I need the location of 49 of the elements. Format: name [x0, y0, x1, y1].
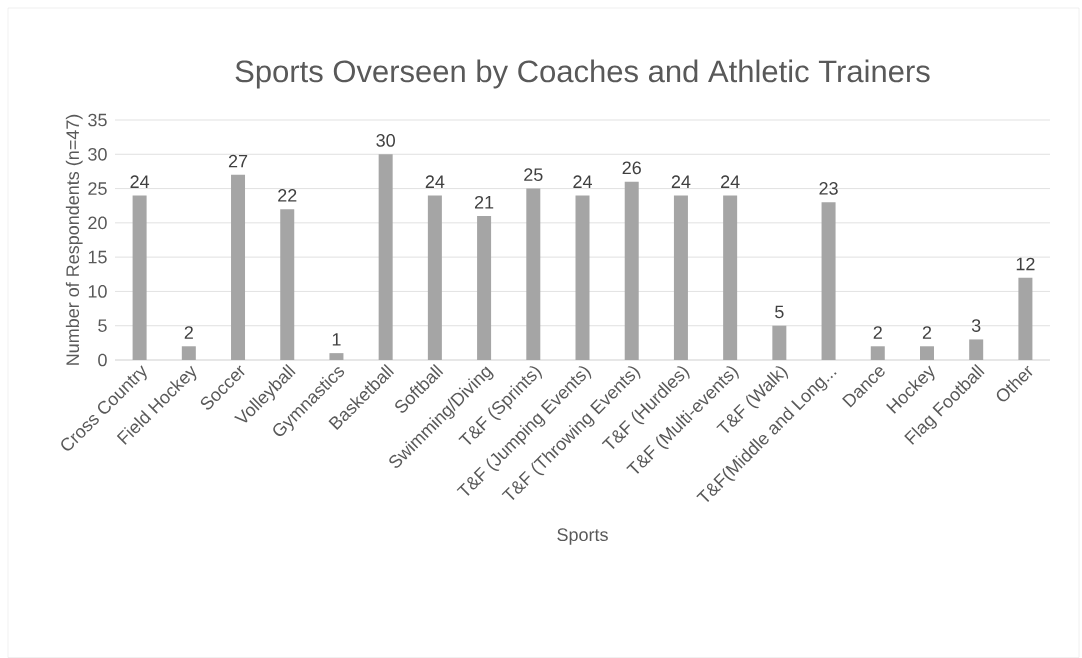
data-label: 26	[622, 161, 641, 175]
data-label: 30	[376, 134, 395, 147]
bar	[919, 346, 934, 360]
bar	[772, 325, 787, 360]
data-label: 27	[228, 154, 248, 168]
data-label: 12	[1016, 257, 1035, 271]
y-tick-label: 15	[88, 250, 107, 264]
data-label: 2	[873, 326, 882, 339]
data-label: 2	[184, 326, 193, 339]
y-tick-label: 0	[98, 353, 107, 367]
y-tick-label: 5	[98, 319, 107, 332]
y-tick-label: 35	[88, 113, 107, 127]
data-label: 5	[775, 305, 784, 319]
data-label: 24	[671, 175, 691, 188]
y-tick-label: 10	[88, 285, 107, 298]
bar	[624, 181, 639, 360]
bar	[427, 195, 442, 360]
bar	[526, 188, 541, 360]
y-tick-label: 25	[88, 182, 107, 195]
bar	[181, 346, 196, 360]
data-label: 2	[922, 326, 932, 339]
chart-title: Sports Overseen by Coaches and Athletic Trainers	[235, 59, 930, 89]
data-label: 24	[130, 175, 150, 188]
bar	[477, 216, 492, 360]
y-axis-title: Number of Respondents (n=47)	[65, 114, 83, 365]
data-label: 25	[524, 168, 543, 182]
bar	[575, 195, 590, 360]
bar	[1018, 277, 1033, 360]
data-label: 23	[819, 182, 838, 195]
bar	[280, 209, 295, 360]
data-label: 24	[721, 175, 740, 188]
data-label: 3	[971, 319, 981, 332]
bar	[132, 195, 147, 360]
bar	[378, 154, 393, 360]
y-tick-label: 30	[88, 147, 107, 161]
data-label: 24	[425, 175, 445, 188]
bar	[821, 202, 836, 360]
bar	[723, 195, 738, 360]
data-label: 21	[474, 195, 494, 209]
data-label: 22	[278, 189, 297, 202]
bar	[870, 346, 885, 360]
bar	[673, 195, 688, 360]
bar	[969, 339, 984, 360]
bar	[329, 353, 344, 360]
x-axis-title: Sports	[557, 528, 608, 545]
y-tick-label: 20	[88, 216, 107, 230]
data-label: 1	[332, 333, 341, 346]
bar	[231, 174, 246, 360]
data-label: 24	[573, 175, 592, 188]
